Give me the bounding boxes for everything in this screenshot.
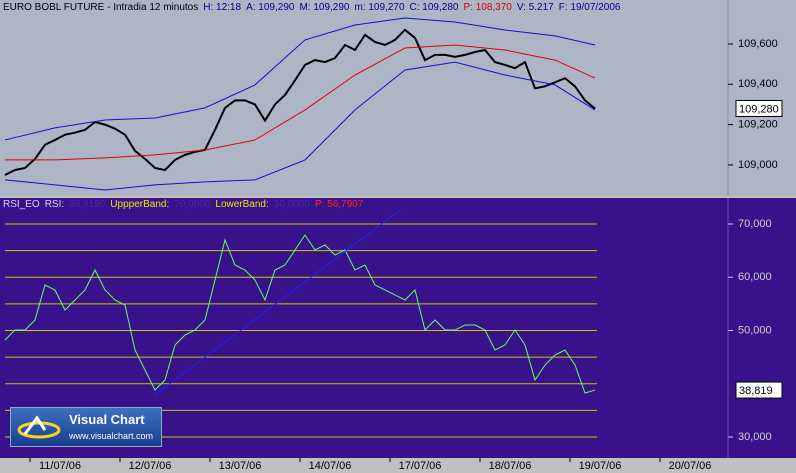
y-tick-label: 109,600 bbox=[738, 38, 778, 50]
rsi-header: RSI_EO RSI: 38,8190 UppperBand: 70,0000 Lower… bbox=[3, 199, 363, 210]
panel-background bbox=[0, 0, 796, 196]
x-tick-label: 20/07/06 bbox=[669, 460, 712, 472]
header-item: EURO BOBL FUTURE - Intradia 12 minutos bbox=[3, 2, 199, 13]
trend-line bbox=[154, 209, 401, 396]
last-value-box bbox=[735, 99, 783, 117]
series-line bbox=[4, 28, 596, 176]
header-item: F: 19/07/2006 bbox=[558, 2, 621, 13]
x-tick-label: 13/07/06 bbox=[219, 460, 262, 472]
header-item: m: 109,270 bbox=[354, 2, 405, 13]
header-item: P: 56,7907 bbox=[314, 199, 364, 210]
header-item: H: 12:18 bbox=[203, 2, 242, 13]
x-tick-label: 18/07/06 bbox=[489, 460, 532, 472]
x-tick-label: 12/07/06 bbox=[129, 460, 172, 472]
last-value-box bbox=[735, 381, 783, 399]
y-tick-label: 60,000 bbox=[738, 271, 772, 283]
header-item: 38,8190 bbox=[69, 199, 106, 210]
header-item: V: 5.217 bbox=[516, 2, 554, 13]
y-tick-label: 109,200 bbox=[738, 119, 778, 131]
logo-title: Visual Chart bbox=[69, 412, 145, 427]
series-line bbox=[5, 44, 596, 161]
series-line bbox=[4, 234, 596, 394]
logo-url: www.visualchart.com bbox=[69, 431, 154, 441]
header-item: 70,0000 bbox=[174, 199, 211, 210]
header-item: RSI_EO bbox=[3, 199, 40, 210]
header-item: P: 108,370 bbox=[463, 2, 512, 13]
header-item: LowerBand: bbox=[215, 199, 269, 210]
logo: Visual Chart www.visualchart.com bbox=[10, 407, 162, 447]
x-tick-label: 19/07/06 bbox=[579, 460, 622, 472]
y-tick-label: 50,000 bbox=[738, 324, 772, 336]
header-item: 30,0000 bbox=[273, 199, 310, 210]
x-tick-label: 11/07/06 bbox=[39, 460, 81, 472]
header-item: UppperBand: bbox=[110, 199, 170, 210]
header-item: RSI: bbox=[44, 199, 65, 210]
header-item: C: 109,280 bbox=[409, 2, 459, 13]
price-header: EURO BOBL FUTURE - Intradia 12 minutos H:… bbox=[3, 2, 620, 13]
y-tick-label: 109,400 bbox=[738, 78, 778, 90]
x-tick-label: 17/07/06 bbox=[399, 460, 442, 472]
series-line bbox=[4, 61, 596, 191]
header-item: M: 109,290 bbox=[299, 2, 350, 13]
last-value-label: 38,819 bbox=[739, 385, 773, 397]
x-tick-label: 14/07/06 bbox=[309, 460, 352, 472]
y-tick-label: 70,000 bbox=[738, 218, 772, 230]
y-tick-label: 30,000 bbox=[738, 431, 772, 443]
header-item: A: 109,290 bbox=[246, 2, 295, 13]
series-line bbox=[4, 17, 596, 141]
logo-icon bbox=[17, 415, 61, 439]
y-tick-label: 109,000 bbox=[738, 159, 778, 171]
last-value-label: 109,280 bbox=[739, 103, 779, 115]
